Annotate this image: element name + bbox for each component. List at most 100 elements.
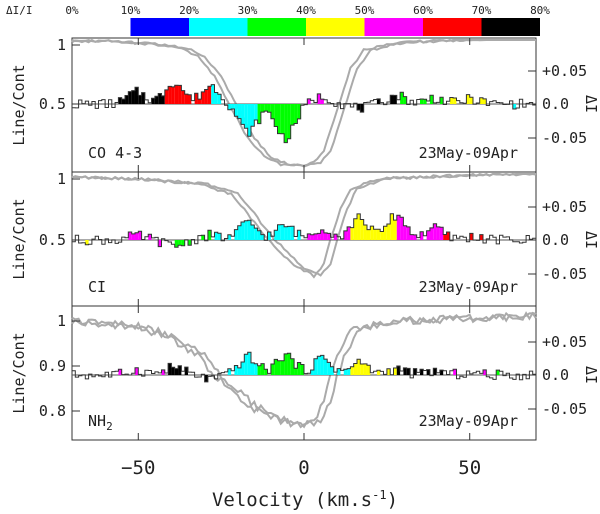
- difference-bar: [400, 92, 404, 104]
- left-tick-label: 1: [57, 170, 66, 188]
- difference-bar: [274, 230, 278, 240]
- difference-bar: [300, 364, 304, 375]
- difference-bar: [277, 360, 281, 375]
- difference-bar: [446, 231, 450, 240]
- colorbar-swatch: [423, 18, 482, 36]
- difference-bar: [161, 95, 165, 104]
- difference-bar: [350, 366, 354, 375]
- difference-bar: [257, 365, 261, 375]
- difference-bar: [376, 370, 381, 375]
- difference-bar: [138, 95, 142, 104]
- difference-histogram: [72, 351, 536, 383]
- difference-bar: [178, 85, 182, 104]
- colorbar-label: 60%: [413, 4, 433, 17]
- difference-bar: [393, 95, 397, 104]
- difference-bar: [280, 360, 285, 375]
- difference-bar: [357, 104, 361, 110]
- difference-bar: [128, 91, 132, 104]
- difference-bar: [436, 226, 440, 240]
- difference-bar: [128, 231, 132, 240]
- difference-bar: [250, 224, 255, 240]
- difference-bar: [270, 104, 275, 119]
- colorbar-label: 40%: [296, 4, 316, 17]
- difference-bar: [134, 232, 139, 240]
- difference-bar: [323, 232, 328, 240]
- difference-histogram: [72, 84, 536, 144]
- difference-bar: [247, 352, 251, 375]
- difference-bar: [134, 367, 139, 375]
- difference-bar: [227, 104, 232, 110]
- difference-bar: [469, 97, 474, 104]
- difference-bar: [347, 368, 351, 375]
- difference-bar: [174, 85, 179, 104]
- difference-bar: [482, 98, 487, 104]
- difference-bar: [184, 94, 188, 104]
- left-tick-label: 1: [57, 312, 66, 330]
- difference-bar: [134, 87, 139, 104]
- right-tick-label: -0.05: [542, 265, 587, 283]
- difference-bar: [217, 94, 222, 104]
- panel: 1 0.9 0.8 +0.05 0.0 -0.05 NH2 23May-09Apr Line/C…: [10, 305, 600, 441]
- right-axis-label: ΔI: [582, 231, 600, 249]
- difference-bar: [257, 104, 261, 124]
- difference-bar: [171, 86, 175, 104]
- difference-bar: [323, 359, 328, 375]
- difference-bar: [310, 369, 314, 375]
- colorbar-swatch: [306, 18, 365, 36]
- difference-bar: [178, 365, 182, 375]
- molecule-label: NH2: [88, 412, 113, 433]
- difference-bar: [247, 220, 251, 240]
- difference-bar: [390, 95, 394, 104]
- difference-bar: [307, 98, 311, 104]
- difference-bar: [161, 369, 165, 375]
- colorbar-label: 50%: [355, 4, 375, 17]
- difference-bar: [360, 104, 364, 113]
- difference-bar: [403, 96, 407, 104]
- difference-bar: [343, 230, 348, 240]
- difference-bar: [297, 362, 301, 375]
- difference-bar: [264, 369, 268, 375]
- difference-bar: [433, 368, 437, 375]
- difference-bar: [383, 226, 387, 240]
- difference-bar: [396, 365, 401, 375]
- left-axis-label: Line/Cont: [10, 198, 28, 279]
- difference-bar: [250, 104, 255, 127]
- molecule-label: CO 4-3: [88, 144, 142, 162]
- difference-bar: [138, 231, 142, 240]
- difference-bar: [247, 104, 251, 137]
- difference-bar: [171, 367, 175, 375]
- difference-bar: [217, 233, 222, 240]
- difference-bar: [204, 375, 208, 382]
- difference-bar: [131, 90, 135, 104]
- difference-bar: [320, 99, 324, 104]
- difference-bar: [151, 98, 155, 104]
- difference-bar: [420, 231, 424, 240]
- difference-bar: [85, 240, 89, 245]
- difference-bar: [188, 94, 192, 104]
- right-tick-label: 0.0: [542, 231, 569, 249]
- difference-bar: [482, 369, 487, 375]
- colorbar-swatch: [247, 18, 306, 36]
- difference-bar: [449, 97, 454, 104]
- left-axis-label: Line/Cont: [10, 332, 28, 413]
- difference-bar: [141, 92, 145, 104]
- difference-bar: [280, 224, 285, 240]
- difference-bar: [479, 97, 483, 104]
- difference-bar: [376, 98, 381, 104]
- difference-bar: [290, 226, 295, 240]
- difference-bar: [227, 234, 232, 240]
- difference-bar: [347, 226, 351, 240]
- difference-bar: [366, 229, 371, 240]
- difference-histogram: [72, 213, 536, 248]
- difference-bar: [327, 233, 331, 240]
- difference-bar: [380, 231, 384, 240]
- difference-bar: [277, 104, 281, 134]
- difference-bar: [423, 99, 427, 104]
- difference-bar: [201, 91, 205, 104]
- difference-bar: [386, 368, 391, 375]
- panel: 1 0.5 +0.05 0.0 -0.05 CI 23May-09Apr Line/Cont Δ…: [10, 170, 600, 307]
- x-tick-label: 0: [298, 457, 309, 479]
- difference-bar: [310, 234, 314, 240]
- difference-bar: [420, 369, 424, 375]
- right-axis-label: ΔI: [582, 95, 600, 113]
